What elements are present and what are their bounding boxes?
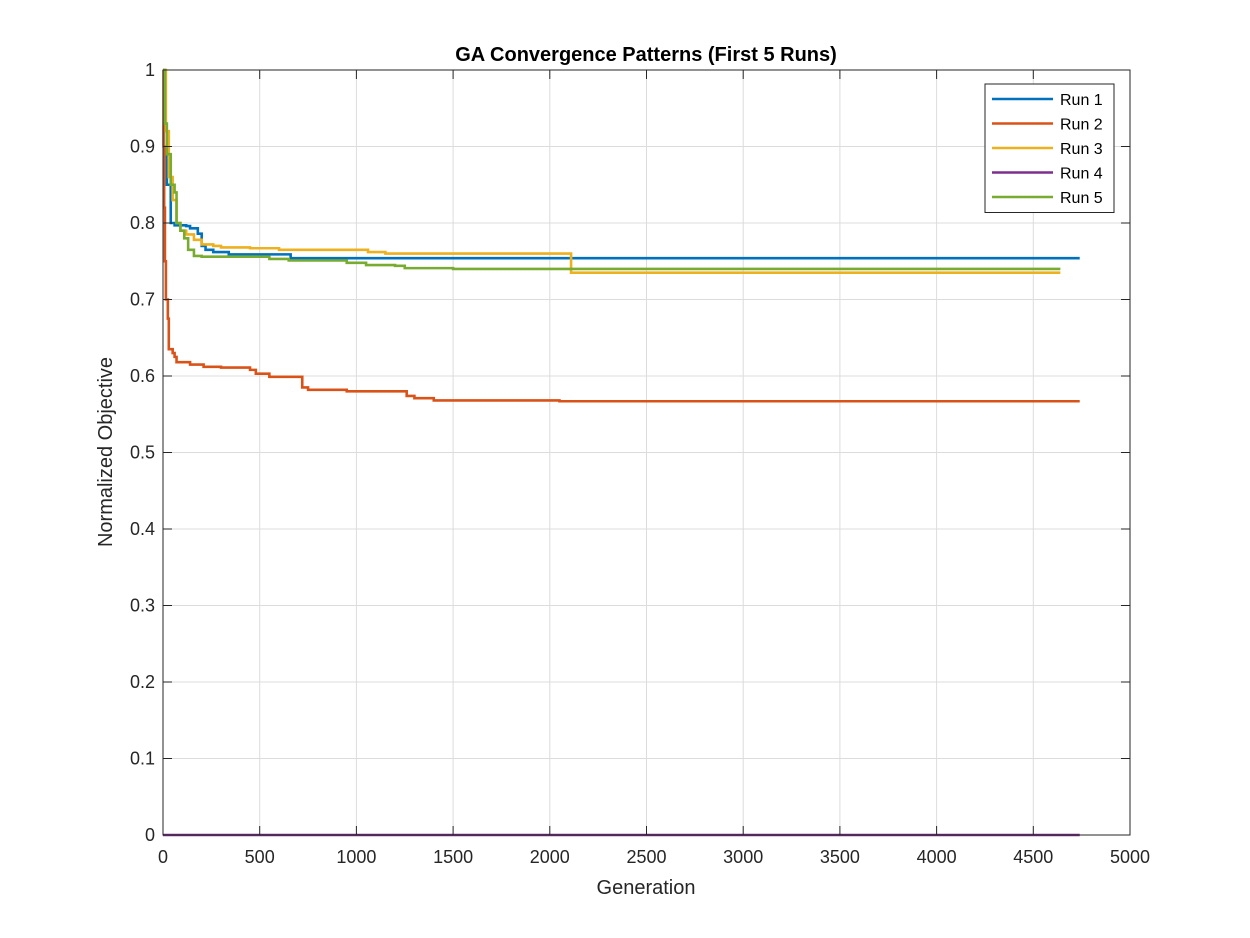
y-tick-label: 0 bbox=[145, 825, 155, 845]
x-tick-label: 3500 bbox=[820, 847, 860, 867]
chart-title: GA Convergence Patterns (First 5 Runs) bbox=[455, 44, 837, 66]
x-tick-label: 5000 bbox=[1110, 847, 1150, 867]
y-tick-label: 0.1 bbox=[130, 749, 155, 769]
series-layer bbox=[162, 68, 1080, 837]
legend-label-run-3: Run 3 bbox=[1060, 141, 1103, 158]
x-tick-label: 500 bbox=[245, 847, 275, 867]
y-tick-label: 0.6 bbox=[130, 366, 155, 386]
legend-label-run-4: Run 4 bbox=[1060, 166, 1103, 183]
grid bbox=[163, 70, 1130, 835]
legend-label-run-5: Run 5 bbox=[1060, 190, 1103, 207]
x-tick-label: 2000 bbox=[530, 847, 570, 867]
x-tick-label: 3000 bbox=[723, 847, 763, 867]
y-tick-label: 1 bbox=[145, 60, 155, 80]
y-tick-label: 0.5 bbox=[130, 443, 155, 463]
y-tick-label: 0.2 bbox=[130, 672, 155, 692]
x-tick-label: 0 bbox=[158, 847, 168, 867]
y-tick-label: 0.9 bbox=[130, 137, 155, 157]
x-tick-label: 4500 bbox=[1013, 847, 1053, 867]
y-tick-label: 0.4 bbox=[130, 519, 155, 539]
y-tick-label: 0.8 bbox=[130, 213, 155, 233]
legend-label-run-2: Run 2 bbox=[1060, 117, 1103, 134]
y-tick-label: 0.3 bbox=[130, 596, 155, 616]
y-tick-label: 0.7 bbox=[130, 290, 155, 310]
tick-labels: 0 500 1000 1500 2000 2500 3000 3500 4000 4500 5000… bbox=[130, 60, 1150, 867]
series-line-run-1 bbox=[163, 68, 1080, 260]
x-tick-label: 4000 bbox=[917, 847, 957, 867]
series-line-run-5 bbox=[163, 68, 1061, 271]
x-tick-label: 2500 bbox=[626, 847, 666, 867]
legend-label-run-1: Run 1 bbox=[1060, 92, 1103, 109]
legend: Run 1 Run 2 Run 3 Run 4 Run 5 bbox=[984, 83, 1115, 213]
x-tick-label: 1500 bbox=[433, 847, 473, 867]
x-axis-label: Generation bbox=[597, 877, 696, 899]
series-line-run-2 bbox=[162, 68, 1080, 403]
series-line-run-3 bbox=[163, 68, 1061, 275]
ticks bbox=[162, 69, 1131, 836]
y-axis-label: Normalized Objective bbox=[95, 357, 117, 547]
x-tick-label: 1000 bbox=[336, 847, 376, 867]
